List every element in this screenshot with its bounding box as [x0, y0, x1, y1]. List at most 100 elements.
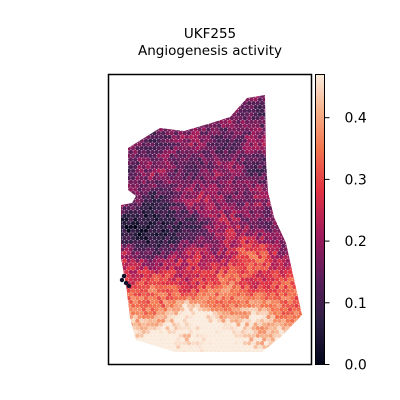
spot — [251, 333, 256, 338]
spot — [145, 307, 151, 312]
spot — [173, 123, 179, 128]
spot — [257, 284, 263, 290]
spot — [287, 337, 293, 342]
spot — [121, 333, 123, 338]
spot — [225, 198, 230, 203]
spot — [259, 116, 265, 121]
spot — [188, 202, 194, 207]
spot — [292, 179, 297, 185]
spot — [229, 198, 235, 203]
spot — [262, 284, 267, 290]
spot — [178, 348, 183, 352]
spot — [249, 269, 254, 275]
spot — [145, 329, 151, 335]
spot — [296, 314, 301, 320]
spot — [201, 104, 207, 110]
spot — [279, 142, 284, 147]
spot — [231, 187, 237, 192]
spot — [208, 236, 213, 241]
spot — [156, 153, 162, 158]
spot — [152, 251, 157, 256]
spot — [206, 299, 211, 305]
spot — [193, 247, 198, 252]
spot — [195, 168, 200, 173]
spot — [234, 311, 239, 316]
spot — [238, 138, 243, 143]
spot — [219, 329, 224, 335]
spot — [182, 243, 187, 248]
spot — [298, 206, 302, 211]
spot — [173, 108, 179, 113]
spot — [279, 164, 284, 170]
spot — [165, 198, 170, 203]
spot — [197, 292, 202, 297]
spot — [122, 296, 127, 301]
spot — [298, 108, 302, 113]
spot — [279, 202, 284, 207]
spot — [152, 333, 157, 338]
spot — [210, 119, 215, 125]
spot — [152, 318, 157, 323]
spot — [121, 95, 123, 98]
spot — [262, 344, 267, 350]
spot — [158, 329, 164, 335]
spot — [268, 138, 273, 143]
spot — [176, 224, 181, 230]
spot — [287, 164, 293, 170]
spot — [182, 138, 187, 143]
spot — [298, 95, 302, 98]
spot — [240, 209, 245, 215]
spot — [277, 333, 282, 338]
spot — [141, 157, 146, 162]
spot — [148, 101, 153, 106]
spot — [206, 307, 211, 312]
spot — [281, 221, 286, 226]
spot — [257, 292, 263, 297]
spot — [210, 164, 215, 170]
spot — [206, 112, 211, 117]
spot — [281, 243, 286, 248]
spot — [212, 213, 217, 218]
spot — [158, 104, 164, 110]
spot — [214, 337, 220, 342]
spot — [214, 299, 220, 305]
spot — [283, 202, 288, 207]
spot — [188, 247, 194, 252]
spot — [253, 119, 258, 125]
spot — [152, 243, 157, 248]
spot — [244, 172, 250, 177]
spot — [141, 187, 146, 192]
spot — [160, 183, 166, 188]
spot — [289, 131, 295, 136]
spot — [216, 116, 222, 121]
spot — [283, 187, 288, 192]
spot — [148, 281, 153, 286]
spot — [197, 104, 202, 110]
spot — [208, 123, 213, 128]
spot — [298, 146, 302, 151]
spot — [145, 194, 151, 200]
spot — [219, 112, 224, 117]
spot — [130, 146, 136, 151]
spot — [145, 254, 151, 260]
spot — [238, 153, 243, 158]
spot — [221, 213, 226, 218]
spot — [255, 198, 260, 203]
spot — [154, 314, 159, 320]
spot — [268, 213, 273, 218]
spot — [121, 119, 125, 125]
colorbar-tick-label: 0.1 — [345, 296, 367, 312]
spot — [126, 191, 131, 196]
spot — [298, 131, 302, 136]
spot — [292, 329, 297, 335]
spot — [285, 228, 291, 233]
spot — [116, 247, 120, 251]
spot — [191, 168, 196, 173]
spot — [294, 206, 299, 211]
spot — [249, 247, 254, 252]
spot — [251, 95, 256, 98]
spot — [214, 269, 220, 275]
spot — [246, 206, 252, 211]
spot — [253, 202, 258, 207]
spot — [206, 104, 211, 110]
